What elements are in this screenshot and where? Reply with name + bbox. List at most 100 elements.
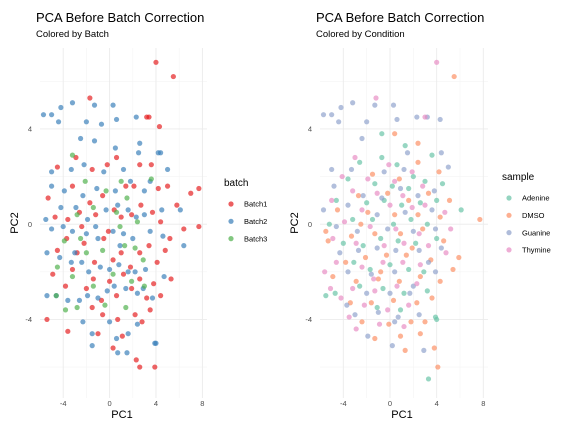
point-thymine — [442, 209, 448, 215]
point-batch2 — [93, 223, 99, 230]
point-batch2 — [135, 150, 142, 156]
point-adenine — [406, 185, 412, 192]
point-thymine — [333, 259, 339, 265]
point-dmso — [375, 276, 381, 282]
point-batch1 — [196, 223, 202, 230]
point-adenine — [424, 288, 430, 294]
point-adenine — [364, 200, 370, 206]
point-adenine — [402, 143, 408, 149]
point-dmso — [403, 252, 409, 258]
point-batch2 — [80, 319, 86, 325]
point-batch2 — [77, 135, 84, 142]
x-tick-label: 8 — [481, 399, 485, 408]
point-guanine — [416, 312, 422, 318]
point-batch3 — [102, 302, 108, 308]
point-batch1 — [158, 219, 164, 225]
point-batch1 — [170, 73, 176, 80]
point-batch1 — [153, 59, 159, 65]
point-batch2 — [133, 214, 139, 220]
point-batch1 — [106, 278, 113, 284]
point-batch3 — [134, 219, 141, 225]
point-guanine — [438, 150, 444, 156]
point-batch1 — [131, 183, 137, 189]
point-adenine — [425, 376, 432, 382]
point-dmso — [359, 319, 365, 325]
point-dmso — [409, 245, 415, 251]
point-guanine — [345, 269, 351, 275]
point-thymine — [386, 162, 392, 168]
point-adenine — [374, 304, 380, 311]
point-batch2 — [58, 204, 64, 211]
grid — [40, 48, 207, 398]
point-batch2 — [49, 112, 55, 118]
point-batch1 — [127, 264, 134, 270]
point-adenine — [340, 240, 346, 246]
point-batch2 — [177, 207, 183, 213]
point-batch1 — [95, 331, 101, 337]
plot-title: PCA Before Batch Correction — [36, 10, 204, 25]
point-dmso — [414, 300, 420, 306]
legend-key — [228, 236, 234, 242]
point-batch2 — [132, 269, 138, 275]
point-guanine — [368, 271, 374, 277]
point-batch2 — [115, 350, 121, 356]
point-batch1 — [120, 271, 127, 277]
point-batch2 — [159, 207, 165, 213]
point-dmso — [408, 319, 414, 325]
point-dmso — [415, 159, 421, 165]
y-tick-label: 0 — [308, 220, 312, 229]
x-tick-label: 0 — [107, 399, 111, 408]
point-guanine — [392, 319, 398, 325]
point-batch1 — [90, 276, 96, 282]
point-adenine — [395, 238, 401, 244]
point-dmso — [396, 176, 402, 182]
point-adenine — [326, 221, 332, 227]
point-guanine — [438, 245, 444, 251]
point-batch2 — [84, 216, 91, 223]
legend-key — [228, 218, 234, 224]
point-dmso — [362, 254, 369, 261]
point-dmso — [325, 238, 331, 244]
point-thymine — [373, 95, 379, 101]
point-batch2 — [79, 259, 85, 265]
point-batch2 — [83, 231, 89, 237]
point-guanine — [432, 269, 439, 275]
y-axis-title: PC2 — [289, 212, 301, 233]
point-thymine — [385, 307, 391, 313]
point-batch1 — [129, 285, 135, 292]
point-batch1 — [89, 166, 95, 173]
point-batch1 — [155, 185, 161, 192]
point-dmso — [369, 171, 376, 177]
point-thymine — [422, 202, 428, 208]
point-thymine — [361, 302, 367, 308]
point-batch2 — [55, 119, 62, 125]
point-batch1 — [137, 276, 143, 282]
point-dmso — [397, 231, 404, 237]
point-batch1 — [91, 259, 98, 265]
point-batch2 — [106, 319, 113, 325]
point-adenine — [323, 293, 329, 299]
point-batch1 — [118, 250, 124, 256]
point-dmso — [406, 197, 412, 203]
panel-1: PCA Before Batch Correction Colored by Ba… — [9, 10, 267, 421]
point-batch1 — [115, 316, 121, 323]
point-batch3 — [90, 204, 96, 211]
x-tick-label: -4 — [60, 399, 67, 408]
point-guanine — [364, 290, 370, 296]
point-batch1 — [54, 164, 61, 170]
point-batch2 — [113, 116, 120, 123]
point-batch3 — [122, 243, 128, 249]
point-batch3 — [113, 209, 120, 215]
point-thymine — [338, 295, 344, 301]
point-dmso — [323, 228, 329, 234]
point-batch1 — [79, 223, 85, 230]
point-thymine — [350, 285, 356, 292]
point-dmso — [436, 169, 442, 175]
point-adenine — [390, 221, 397, 227]
x-tick-label: 4 — [435, 399, 439, 408]
point-batch1 — [123, 183, 129, 189]
point-dmso — [392, 131, 398, 137]
point-adenine — [350, 216, 356, 223]
point-batch1 — [69, 183, 76, 189]
